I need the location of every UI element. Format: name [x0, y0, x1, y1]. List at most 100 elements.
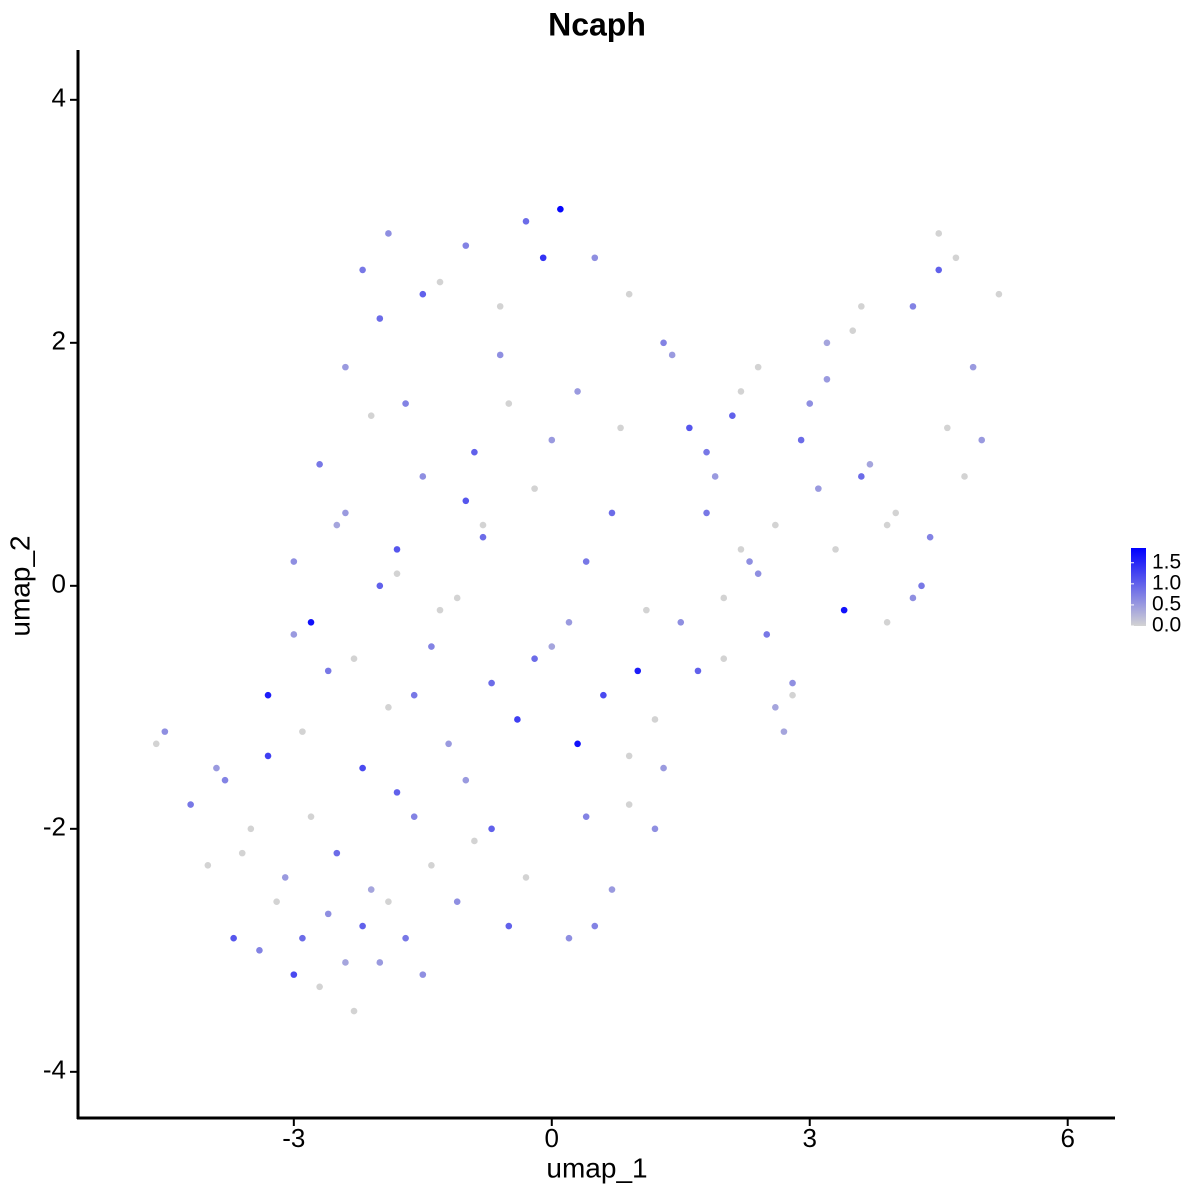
point	[539, 254, 547, 262]
point	[385, 704, 392, 711]
point	[815, 485, 822, 492]
point	[505, 922, 513, 930]
point	[643, 606, 650, 614]
point	[462, 242, 470, 249]
point	[660, 764, 667, 772]
point	[324, 667, 332, 675]
point	[410, 813, 418, 820]
point	[849, 327, 857, 334]
point	[625, 290, 633, 298]
point	[385, 898, 392, 906]
point	[488, 679, 495, 687]
point	[582, 813, 590, 820]
point	[324, 910, 332, 918]
point	[290, 971, 298, 978]
colorbar-tick-label: 1.5	[1152, 550, 1181, 573]
point	[152, 740, 160, 748]
point	[660, 339, 667, 347]
point	[694, 667, 702, 675]
point	[591, 254, 599, 262]
point	[385, 230, 392, 237]
point	[230, 934, 237, 942]
point	[522, 874, 530, 881]
point	[522, 218, 530, 225]
point	[574, 388, 581, 395]
point	[763, 631, 771, 638]
point	[944, 424, 951, 432]
point	[557, 205, 564, 213]
point	[565, 618, 573, 626]
point	[806, 400, 814, 407]
point	[496, 303, 504, 310]
point	[754, 570, 762, 577]
point	[961, 473, 968, 480]
point	[608, 886, 616, 893]
point	[419, 971, 427, 978]
point	[582, 558, 590, 565]
point	[711, 473, 719, 480]
x-tick-label: 3	[803, 1123, 817, 1153]
point	[548, 436, 556, 444]
point	[832, 546, 839, 553]
point	[187, 801, 194, 808]
point	[608, 509, 616, 517]
point	[909, 594, 917, 602]
point	[359, 922, 366, 930]
point	[737, 388, 745, 395]
point	[703, 448, 710, 456]
point	[393, 546, 401, 553]
point	[754, 363, 762, 371]
colorbar-tick-label: 0.5	[1152, 592, 1181, 615]
point	[823, 375, 831, 383]
point	[746, 558, 753, 565]
colorbar-tick-label: 0.0	[1152, 614, 1181, 637]
x-tick-label: 0	[545, 1123, 559, 1153]
point	[471, 837, 478, 845]
point	[789, 691, 796, 699]
point	[316, 461, 323, 468]
point	[436, 606, 444, 614]
point	[342, 363, 349, 371]
point	[359, 764, 366, 772]
point	[299, 934, 306, 942]
point	[909, 303, 917, 310]
point	[359, 266, 366, 274]
point	[858, 303, 865, 310]
point	[333, 849, 341, 857]
point	[453, 594, 461, 602]
point	[978, 436, 986, 444]
point	[883, 618, 891, 626]
point	[376, 582, 384, 590]
point	[823, 339, 831, 347]
point	[720, 655, 728, 663]
point	[290, 631, 298, 638]
y-tick-label: 0	[52, 569, 66, 599]
point	[789, 679, 796, 687]
point	[273, 898, 280, 906]
point	[488, 825, 495, 833]
point	[866, 461, 874, 468]
point	[969, 363, 977, 371]
point	[204, 861, 212, 869]
point	[840, 606, 848, 614]
point	[772, 704, 779, 711]
point	[247, 825, 255, 833]
point	[402, 400, 409, 407]
point	[780, 728, 788, 735]
x-tick-label: -3	[282, 1123, 305, 1153]
point	[797, 436, 805, 444]
x-axis-label: umap_1	[546, 1152, 647, 1183]
point	[410, 691, 418, 699]
point	[995, 290, 1003, 298]
point	[591, 922, 599, 930]
point	[238, 849, 246, 857]
point	[651, 825, 659, 833]
point	[720, 594, 728, 602]
colorbar	[1131, 548, 1146, 626]
point	[531, 655, 538, 663]
point	[935, 266, 943, 274]
point	[479, 521, 487, 529]
point	[462, 776, 470, 784]
point	[256, 947, 263, 954]
